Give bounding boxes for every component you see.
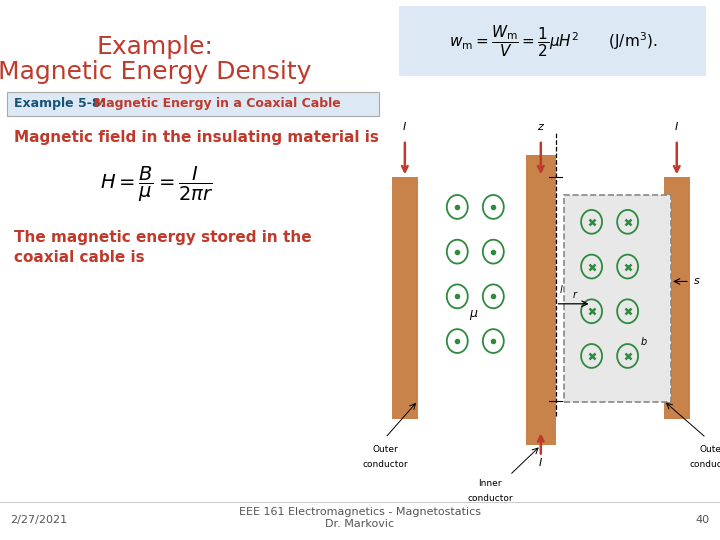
Text: Example 5-8:: Example 5-8: bbox=[14, 98, 106, 111]
Text: The magnetic energy stored in the: The magnetic energy stored in the bbox=[14, 230, 312, 245]
Bar bbox=[392, 177, 418, 419]
Text: $\mu$: $\mu$ bbox=[469, 308, 479, 322]
Text: Magnetic Energy Density: Magnetic Energy Density bbox=[0, 60, 312, 84]
Bar bbox=[526, 155, 556, 446]
Text: $I$: $I$ bbox=[539, 456, 544, 468]
Text: Outer: Outer bbox=[700, 446, 720, 454]
Text: 2/27/2021: 2/27/2021 bbox=[10, 515, 67, 525]
Text: conductor: conductor bbox=[362, 460, 408, 469]
Text: coaxial cable is: coaxial cable is bbox=[14, 250, 145, 265]
Text: $w_{\mathrm{m}} = \dfrac{W_{\mathrm{m}}}{V} = \dfrac{1}{2}\mu H^2 \qquad (\mathr: $w_{\mathrm{m}} = \dfrac{W_{\mathrm{m}}}… bbox=[449, 23, 657, 59]
Text: $l$: $l$ bbox=[559, 283, 564, 295]
Text: $I$: $I$ bbox=[674, 120, 679, 132]
Text: $z$: $z$ bbox=[537, 123, 545, 132]
Text: Example:: Example: bbox=[96, 35, 213, 59]
Text: $s$: $s$ bbox=[693, 276, 701, 286]
Text: conductor: conductor bbox=[690, 460, 720, 469]
Bar bbox=[664, 177, 690, 419]
Text: $b$: $b$ bbox=[640, 335, 648, 347]
FancyBboxPatch shape bbox=[7, 92, 379, 116]
Text: Inner: Inner bbox=[478, 479, 502, 488]
Text: 40: 40 bbox=[696, 515, 710, 525]
FancyBboxPatch shape bbox=[564, 194, 671, 402]
Text: Outer: Outer bbox=[372, 446, 398, 454]
Text: Magnetic field in the insulating material is: Magnetic field in the insulating materia… bbox=[14, 130, 379, 145]
Text: conductor: conductor bbox=[467, 494, 513, 503]
Text: $r$: $r$ bbox=[572, 289, 578, 300]
Text: EEE 161 Electromagnetics - Magnetostatics
Dr. Markovic: EEE 161 Electromagnetics - Magnetostatic… bbox=[239, 507, 481, 529]
FancyBboxPatch shape bbox=[399, 6, 706, 76]
Text: $H = \dfrac{B}{\mu} = \dfrac{I}{2\pi r}$: $H = \dfrac{B}{\mu} = \dfrac{I}{2\pi r}$ bbox=[100, 165, 214, 204]
Text: $I$: $I$ bbox=[402, 120, 408, 132]
Text: Magnetic Energy in a Coaxial Cable: Magnetic Energy in a Coaxial Cable bbox=[85, 98, 341, 111]
